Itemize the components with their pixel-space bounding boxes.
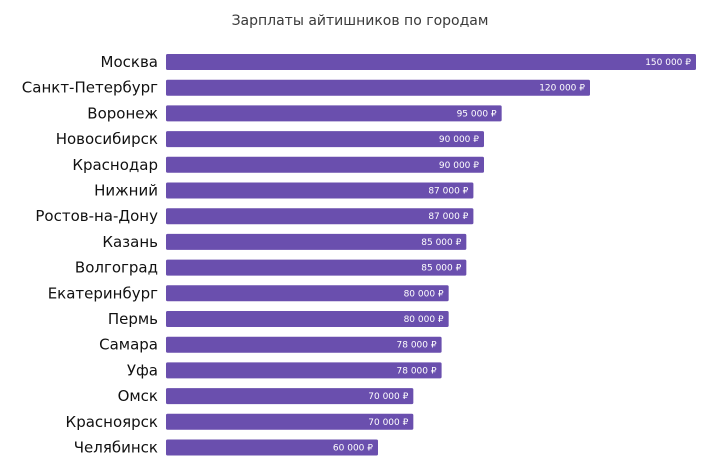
chart-title: Зарплаты айтишников по городам xyxy=(232,13,489,29)
category-label: Омск xyxy=(118,387,158,405)
category-label: Санкт-Петербург xyxy=(22,79,158,97)
category-label: Краснодар xyxy=(72,156,158,174)
bar xyxy=(166,233,467,250)
bar-value-label: 87 000 ₽ xyxy=(428,187,468,197)
category-label: Ростов-на-Дону xyxy=(35,207,158,225)
bar-value-label: 78 000 ₽ xyxy=(397,366,437,376)
bar-value-label: 95 000 ₽ xyxy=(457,109,497,119)
bar xyxy=(166,413,414,430)
bar-value-label: 87 000 ₽ xyxy=(428,212,468,222)
bar-value-label: 120 000 ₽ xyxy=(539,84,585,94)
bar-value-label: 60 000 ₽ xyxy=(333,444,373,454)
bar xyxy=(166,79,590,96)
bar-value-label: 80 000 ₽ xyxy=(404,289,444,299)
bars-group: Москва 150 000 ₽ Санкт-Петербург 120 000 ₽ В… xyxy=(22,53,696,457)
category-label: Новосибирск xyxy=(56,130,158,148)
bar-value-label: 78 000 ₽ xyxy=(397,341,437,351)
bar-value-label: 80 000 ₽ xyxy=(404,315,444,325)
category-label: Пермь xyxy=(108,310,158,328)
bar-value-label: 85 000 ₽ xyxy=(421,264,461,274)
category-label: Москва xyxy=(101,53,158,71)
bar xyxy=(166,156,484,173)
category-label: Челябинск xyxy=(74,439,158,457)
bar xyxy=(166,54,696,70)
bar-value-label: 70 000 ₽ xyxy=(368,418,408,428)
bar xyxy=(166,208,474,225)
bar xyxy=(166,362,442,379)
bar-value-label: 90 000 ₽ xyxy=(439,135,479,145)
category-label: Волгоград xyxy=(75,259,158,277)
bar-value-label: 70 000 ₽ xyxy=(368,392,408,402)
category-label: Уфа xyxy=(127,361,158,379)
bar xyxy=(166,311,449,327)
bar-value-label: 150 000 ₽ xyxy=(645,58,691,68)
bar xyxy=(166,259,467,276)
bar-value-label: 85 000 ₽ xyxy=(421,238,461,248)
bar xyxy=(166,388,414,405)
category-label: Красноярск xyxy=(66,413,158,431)
bar xyxy=(166,182,474,199)
bar xyxy=(166,285,449,302)
bar xyxy=(166,439,378,456)
category-label: Нижний xyxy=(94,182,158,200)
bar-value-label: 90 000 ₽ xyxy=(439,161,479,171)
bar xyxy=(166,105,502,122)
category-label: Воронеж xyxy=(87,104,158,122)
bar xyxy=(166,131,484,148)
category-label: Самара xyxy=(99,336,158,354)
category-label: Екатеринбург xyxy=(48,284,158,302)
category-label: Казань xyxy=(102,233,158,251)
bar xyxy=(166,336,442,353)
